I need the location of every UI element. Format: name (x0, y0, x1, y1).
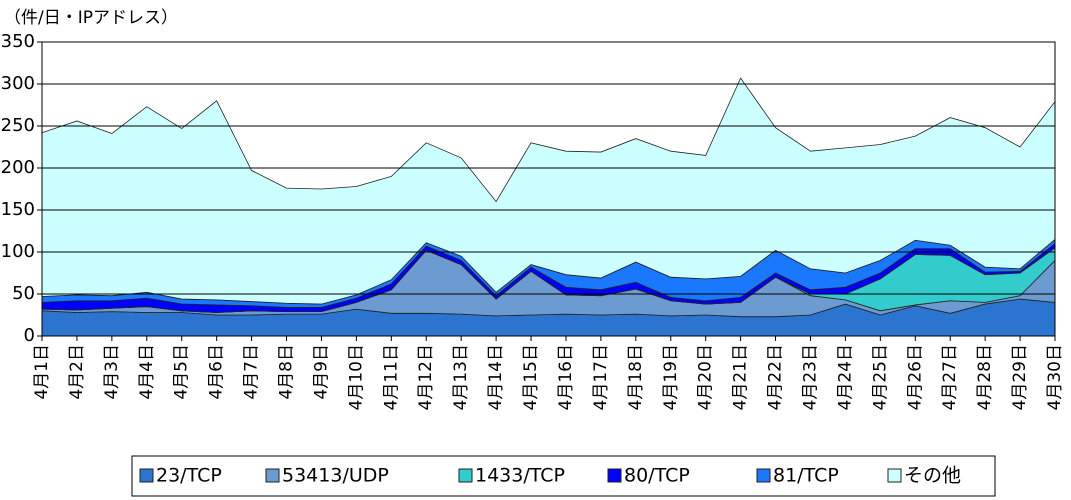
x-tick-label: 4月8日 (277, 344, 297, 400)
x-tick-label: 4月14日 (486, 344, 506, 410)
y-axis-label: （件/日・IPアドレス） (4, 8, 178, 28)
legend-label: 81/TCP (773, 465, 839, 487)
x-tick-label: 4月10日 (346, 344, 366, 410)
x-tick-label: 4月12日 (416, 344, 436, 410)
x-tick-label: 4月27日 (940, 344, 960, 410)
y-tick-label: 300 (1, 73, 35, 94)
y-tick-label: 350 (1, 31, 35, 52)
x-tick-label: 4月11日 (381, 344, 401, 410)
legend-swatch (458, 468, 473, 483)
x-tick-label: 4月29日 (1010, 344, 1030, 410)
x-tick-label: 4月5日 (172, 344, 192, 400)
x-tick-label: 4月7日 (242, 344, 262, 400)
x-tick-label: 4月25日 (870, 344, 890, 410)
x-tick-label: 4月16日 (556, 344, 576, 410)
x-tick-label: 4月18日 (626, 344, 646, 410)
x-tick-label: 4月23日 (800, 344, 820, 410)
x-tick-label: 4月6日 (207, 344, 227, 400)
legend-label: 80/TCP (624, 465, 690, 487)
x-tick-label: 4月13日 (451, 344, 471, 410)
legend-label: 53413/UDP (282, 465, 389, 487)
x-tick-label: 4月30日 (1045, 344, 1065, 410)
x-tick-label: 4月4日 (137, 344, 157, 400)
x-tick-label: 4月20日 (696, 344, 716, 410)
x-tick-label: 4月2日 (67, 344, 87, 400)
y-tick-label: 0 (24, 325, 35, 346)
x-tick-label: 4月24日 (835, 344, 855, 410)
y-tick-label: 100 (1, 241, 35, 262)
y-tick-label: 50 (12, 283, 35, 304)
y-tick-label: 150 (1, 199, 35, 220)
y-tick-label: 250 (1, 115, 35, 136)
plot-border (41, 41, 1056, 337)
legend-label: 23/TCP (156, 465, 222, 487)
legend-swatch (607, 468, 622, 483)
x-tick-label: 4月15日 (521, 344, 541, 410)
x-tick-label: 4月22日 (766, 344, 786, 410)
legend-label: 1433/TCP (475, 465, 565, 487)
legend-swatch (887, 468, 902, 483)
x-tick-label: 4月1日 (32, 344, 52, 400)
x-tick-label: 4月19日 (661, 344, 681, 410)
y-tick-label: 200 (1, 157, 35, 178)
legend-swatch (139, 468, 154, 483)
legend-swatch (265, 468, 280, 483)
legend-label: その他 (904, 465, 961, 487)
x-tick-label: 4月28日 (975, 344, 995, 410)
x-tick-label: 4月9日 (311, 344, 331, 400)
legend-swatch (756, 468, 771, 483)
x-tick-label: 4月17日 (591, 344, 611, 410)
x-tick-label: 4月26日 (905, 344, 925, 410)
x-tick-label: 4月3日 (102, 344, 122, 400)
legend: 23/TCP 53413/UDP 1433/TCP 80/TCP 81/TCP その他 (131, 455, 996, 497)
x-tick-label: 4月21日 (731, 344, 751, 410)
